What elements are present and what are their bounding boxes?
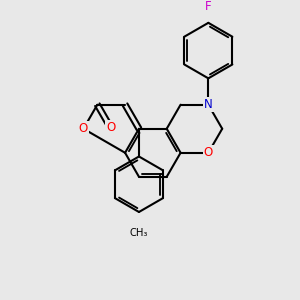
Text: O: O (106, 121, 115, 134)
Text: O: O (204, 146, 213, 159)
Text: CH₃: CH₃ (130, 228, 148, 238)
Text: N: N (204, 98, 213, 111)
Text: F: F (205, 0, 211, 13)
Text: O: O (79, 122, 88, 135)
